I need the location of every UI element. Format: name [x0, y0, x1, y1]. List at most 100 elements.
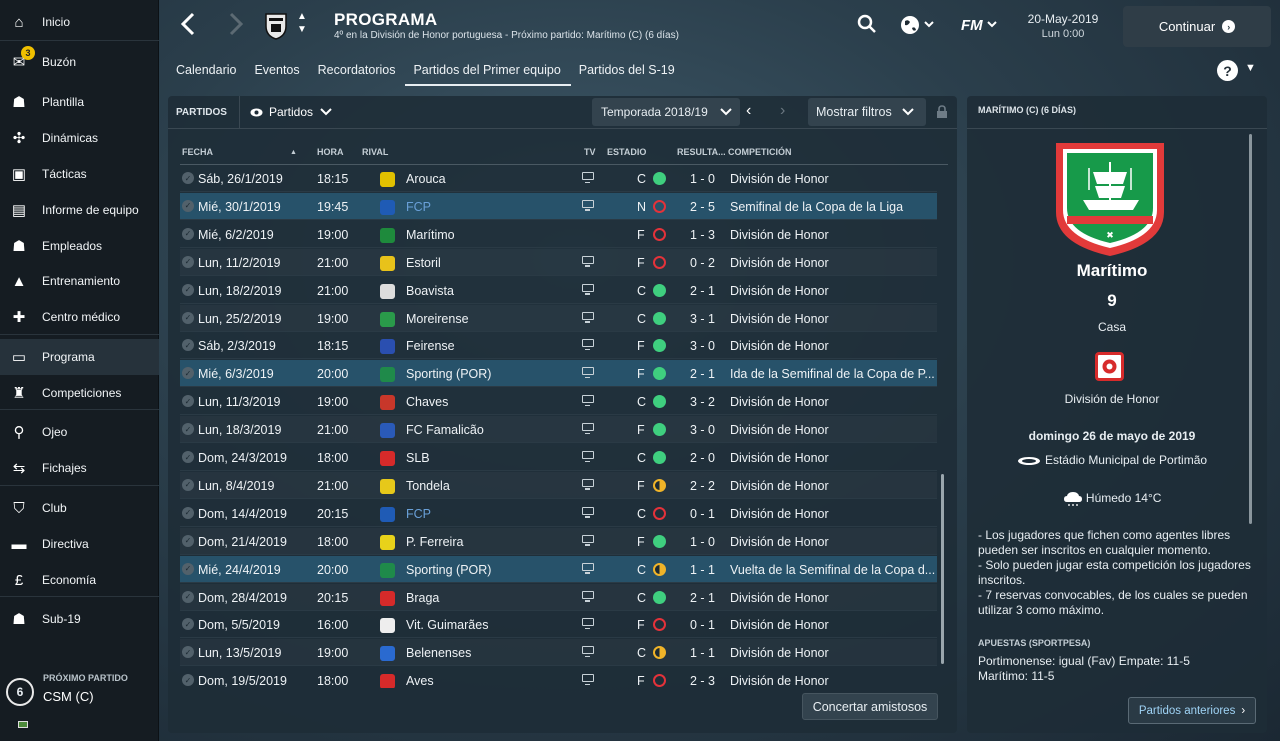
table-row[interactable]: ✓ Mié, 24/4/2019 20:00 Sporting (POR) C 1 - 1… — [180, 555, 937, 583]
opponent-name[interactable]: Marítimo — [406, 227, 455, 242]
column-opponent[interactable]: RIVAL — [362, 147, 389, 157]
match-score[interactable]: 0 - 1 — [690, 618, 716, 633]
match-score[interactable]: 2 - 0 — [690, 451, 716, 465]
match-score[interactable]: 0 - 2 — [690, 255, 716, 270]
column-result[interactable]: RESULTA... — [677, 147, 726, 157]
competition-name[interactable]: División de Honor — [730, 172, 829, 186]
match-score[interactable]: 3 - 2 — [690, 395, 716, 410]
next-match-widget[interactable]: 6 PRÓXIMO PARTIDO CSM (C) — [0, 668, 159, 718]
match-score[interactable]: 3 - 0 — [690, 423, 716, 438]
competition-name[interactable]: División de Honor — [1064, 392, 1160, 406]
opponent-name[interactable]: SLB — [406, 451, 430, 465]
opponent-name[interactable]: Braga — [406, 590, 440, 605]
sidebar-item-centro-m-dico[interactable]: ✚ Centro médico — [0, 299, 159, 335]
lock-icon[interactable] — [936, 105, 948, 118]
sidebar-item-fichajes[interactable]: ⇆ Fichajes — [0, 450, 159, 486]
help-button[interactable]: ? — [1217, 60, 1238, 81]
competition-name[interactable]: Vuelta de la Semifinal de la Copa d... — [730, 562, 936, 577]
world-icon[interactable] — [900, 14, 936, 42]
club-crest-icon[interactable] — [264, 12, 288, 46]
table-row[interactable]: ✓ Dom, 28/4/2019 20:15 Braga C 2 - 1 División … — [180, 584, 937, 611]
sidebar-item-entrenamiento[interactable]: ▲ Entrenamiento — [0, 263, 159, 299]
match-score[interactable]: 1 - 0 — [690, 172, 716, 186]
side-scrollbar[interactable] — [1249, 134, 1252, 524]
table-row[interactable]: ✓ Lun, 11/2/2019 21:00 Estoril F 0 - 2 Divisió… — [180, 249, 937, 276]
table-row[interactable]: ✓ Lun, 8/4/2019 21:00 Tondela F 2 - 2 División… — [180, 472, 937, 499]
show-filters-button[interactable]: Mostrar filtros — [808, 98, 926, 126]
tab-calendario[interactable]: Calendario — [176, 63, 237, 77]
opponent-name[interactable]: Moreirense — [406, 311, 469, 326]
table-row[interactable]: ✓ Dom, 24/3/2019 18:00 SLB C 2 - 0 División de… — [180, 444, 937, 471]
table-row[interactable]: ✓ Lun, 18/2/2019 21:00 Boavista C 2 - 1 Divisi… — [180, 277, 937, 304]
competition-name[interactable]: División de Honor — [730, 395, 829, 410]
view-selector[interactable]: Partidos — [250, 105, 332, 119]
tab-eventos[interactable]: Eventos — [254, 63, 300, 77]
competition-name[interactable]: División de Honor — [730, 311, 829, 326]
opponent-name[interactable]: Sporting (POR) — [406, 367, 492, 382]
match-score[interactable]: 2 - 1 — [690, 590, 716, 605]
match-score[interactable]: 0 - 1 — [690, 506, 716, 521]
column-venue[interactable]: ESTADIO — [607, 147, 647, 157]
competition-name[interactable]: División de Honor — [730, 618, 829, 633]
club-switch-arrows-icon[interactable]: ▲ ▼ — [297, 11, 307, 35]
sidebar-item-competiciones[interactable]: ♜ Competiciones — [0, 375, 159, 411]
sidebar-item-empleados[interactable]: ☗ Empleados — [0, 228, 159, 264]
table-row[interactable]: ✓ Mié, 6/3/2019 20:00 Sporting (POR) F 2 - 1 I… — [180, 360, 937, 388]
back-button[interactable] — [180, 11, 196, 43]
search-icon[interactable] — [857, 14, 877, 40]
match-score[interactable]: 2 - 5 — [690, 199, 716, 214]
tab-partidos-del-primer-equipo[interactable]: Partidos del Primer equipo — [405, 56, 571, 86]
match-score[interactable]: 1 - 1 — [690, 646, 716, 661]
opponent-name[interactable]: FCP — [406, 199, 431, 214]
opponent-name[interactable]: Arouca — [406, 172, 446, 186]
match-score[interactable]: 2 - 1 — [690, 283, 716, 298]
sidebar-item-t-cticas[interactable]: ▣ Tácticas — [0, 156, 159, 192]
table-row[interactable]: ✓ Sáb, 2/3/2019 18:15 Feirense F 3 - 0 Divisió… — [180, 332, 937, 360]
match-score[interactable]: 3 - 0 — [690, 339, 716, 354]
table-row[interactable]: ✓ Dom, 21/4/2019 18:00 P. Ferreira F 1 - 0 Div… — [180, 528, 937, 555]
column-tv[interactable]: TV — [584, 147, 596, 157]
season-select[interactable]: Temporada 2018/19 — [592, 98, 740, 126]
competition-name[interactable]: División de Honor — [730, 227, 829, 242]
competition-name[interactable]: Semifinal de la Copa de la Liga — [730, 199, 904, 214]
opponent-name[interactable]: Boavista — [406, 283, 454, 298]
competition-name[interactable]: División de Honor — [730, 339, 829, 354]
previous-matches-button[interactable]: Partidos anteriores › — [1128, 697, 1256, 724]
opponent-name[interactable]: Belenenses — [406, 646, 472, 661]
match-score[interactable]: 1 - 3 — [690, 227, 716, 242]
competition-name[interactable]: División de Honor — [730, 451, 829, 465]
table-row[interactable]: ✓ Dom, 14/4/2019 20:15 FCP C 0 - 1 División de… — [180, 500, 937, 527]
help-chevron-icon[interactable]: ▼ — [1245, 62, 1256, 74]
opponent-name[interactable]: Marítimo — [1076, 261, 1148, 280]
sidebar-item-econom-a[interactable]: £ Economía — [0, 562, 159, 598]
arrange-friendlies-button[interactable]: Concertar amistosos — [802, 693, 938, 720]
table-row[interactable]: ✓ Lun, 11/3/2019 19:00 Chaves C 3 - 2 División… — [180, 388, 937, 416]
sidebar-item-din-micas[interactable]: ✣ Dinámicas — [0, 120, 159, 156]
sidebar-item-club[interactable]: ⛉ Club — [0, 490, 159, 526]
table-row[interactable]: ✓ Lun, 18/3/2019 21:00 FC Famalicão F 3 - 0 Di… — [180, 416, 937, 444]
fm-menu-button[interactable]: FM — [960, 14, 1002, 42]
sidebar-item-sub-19[interactable]: ☗ Sub-19 — [0, 601, 159, 637]
sort-asc-icon[interactable]: ▲ — [290, 149, 297, 156]
match-score[interactable]: 2 - 1 — [690, 367, 716, 382]
match-score[interactable]: 3 - 1 — [690, 311, 716, 326]
opponent-name[interactable]: FCP — [406, 506, 431, 521]
competition-name[interactable]: División de Honor — [730, 506, 829, 521]
table-row[interactable]: ✓ Mié, 6/2/2019 19:00 Marítimo F 1 - 3 Divisió… — [180, 221, 937, 248]
competition-name[interactable]: División de Honor — [730, 255, 829, 270]
opponent-name[interactable]: Estoril — [406, 255, 441, 270]
opponent-name[interactable]: Tondela — [406, 478, 450, 493]
sidebar-item-informe-de-equipo[interactable]: ▤ Informe de equipo — [0, 192, 159, 228]
opponent-name[interactable]: Feirense — [406, 339, 455, 354]
forward-button[interactable] — [228, 11, 244, 43]
column-date[interactable]: FECHA — [182, 147, 213, 157]
competition-name[interactable]: División de Honor — [730, 478, 829, 493]
column-competition[interactable]: COMPETICIÓN — [728, 147, 792, 157]
match-score[interactable]: 1 - 1 — [690, 562, 716, 577]
opponent-name[interactable]: Sporting (POR) — [406, 562, 492, 577]
continue-button[interactable]: Continuar › — [1123, 6, 1271, 47]
sidebar-item-buz-n[interactable]: ✉ 3 Buzón — [0, 44, 159, 80]
table-row[interactable]: ✓ Sáb, 26/1/2019 18:15 Arouca C 1 - 0 División… — [180, 165, 937, 192]
previous-season-button[interactable]: ‹ — [746, 102, 752, 119]
next-season-button[interactable]: › — [780, 102, 786, 119]
